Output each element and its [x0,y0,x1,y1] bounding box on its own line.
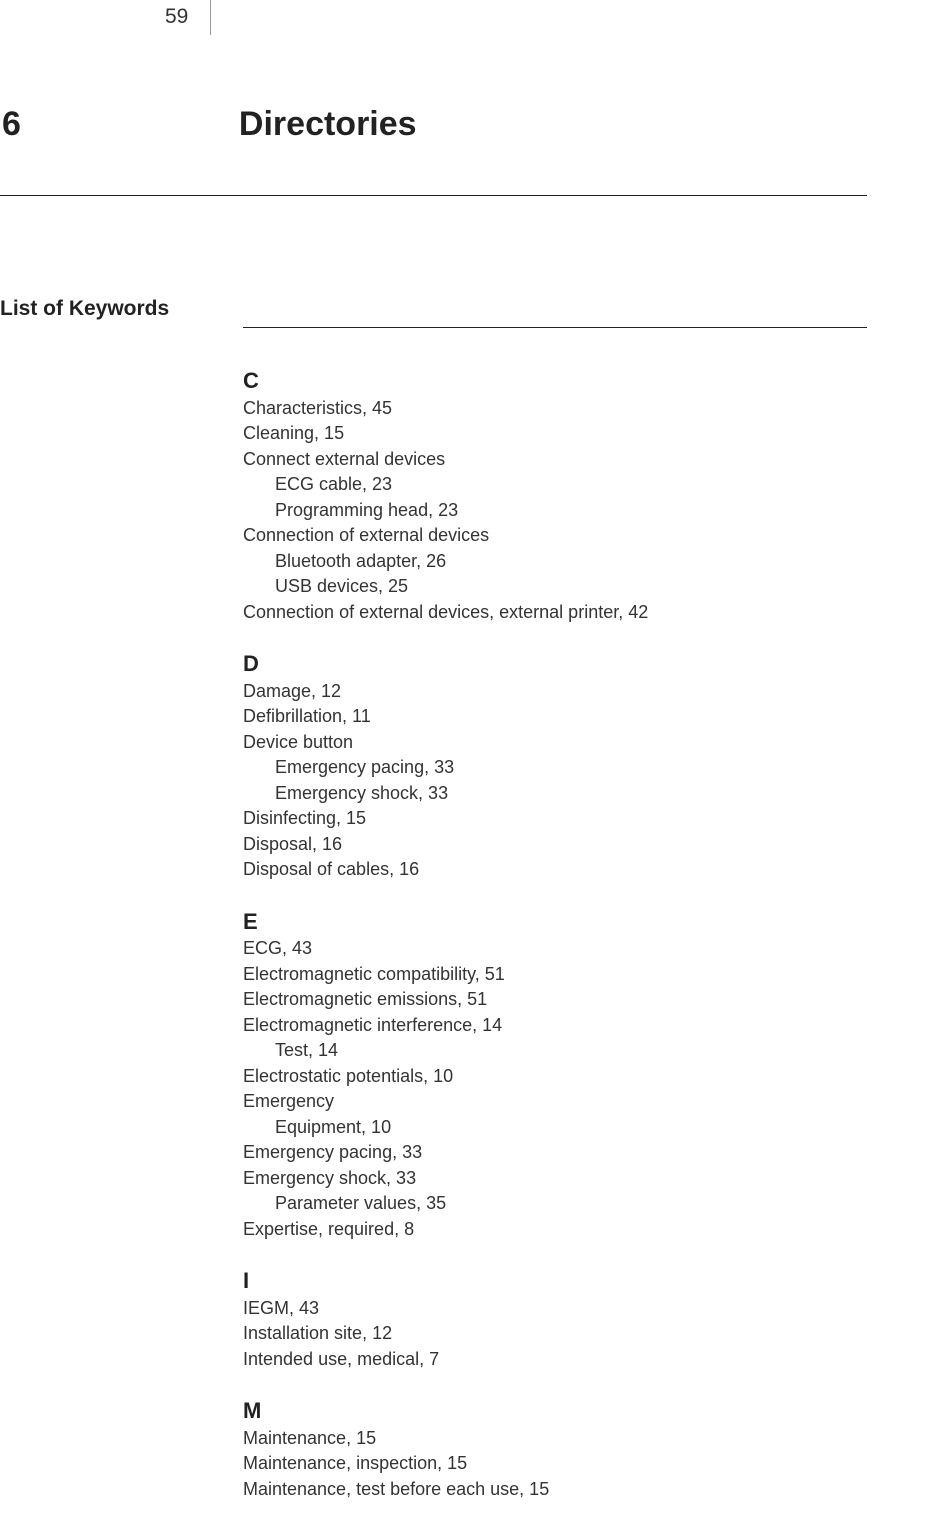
index-entry: Cleaning, 15 [243,421,867,447]
index-letter: D [243,651,867,677]
index-letter: E [243,909,867,935]
index-entry: Defibrillation, 11 [243,704,867,730]
index-entry: Parameter values, 35 [243,1191,867,1217]
chapter-rule [0,195,867,196]
chapter-title: Directories [239,105,417,144]
index-entry: Connection of external devices, external… [243,600,867,626]
index-entry: Electromagnetic interference, 14 [243,1013,867,1039]
header-divider [210,0,211,35]
index-entry: Device button [243,730,867,756]
index-entry: Maintenance, 15 [243,1426,867,1452]
index-entry: ECG cable, 23 [243,472,867,498]
index-entry: Disposal, 16 [243,832,867,858]
section-rule [243,327,867,328]
index-group: MMaintenance, 15Maintenance, inspection,… [243,1398,867,1502]
page-number: 59 [165,5,188,29]
chapter-header: 6 Directories [0,105,947,144]
index-entry: Test, 14 [243,1038,867,1064]
index-entry: Maintenance, test before each use, 15 [243,1477,867,1503]
index-entry: Connect external devices [243,447,867,473]
index-entry: Connection of external devices [243,523,867,549]
index-letter: C [243,368,867,394]
index-entry: Emergency pacing, 33 [243,1140,867,1166]
index-body: CCharacteristics, 45Cleaning, 15Connect … [243,368,867,1528]
section-title: List of Keywords [0,297,169,321]
index-letter: M [243,1398,867,1424]
index-entry: Bluetooth adapter, 26 [243,549,867,575]
index-entry: Electromagnetic compatibility, 51 [243,962,867,988]
index-entry: Emergency shock, 33 [243,781,867,807]
index-entry: Damage, 12 [243,679,867,705]
index-entry: IEGM, 43 [243,1296,867,1322]
index-letter: I [243,1268,867,1294]
index-entry: ECG, 43 [243,936,867,962]
index-group: EECG, 43Electromagnetic compatibility, 5… [243,909,867,1243]
index-entry: Equipment, 10 [243,1115,867,1141]
index-entry: Disposal of cables, 16 [243,857,867,883]
chapter-number: 6 [2,105,21,144]
index-entry: USB devices, 25 [243,574,867,600]
index-entry: Emergency pacing, 33 [243,755,867,781]
index-entry: Intended use, medical, 7 [243,1347,867,1373]
index-group: IIEGM, 43Installation site, 12Intended u… [243,1268,867,1372]
index-entry: Electrostatic potentials, 10 [243,1064,867,1090]
index-entry: Disinfecting, 15 [243,806,867,832]
index-entry: Emergency [243,1089,867,1115]
index-entry: Electromagnetic emissions, 51 [243,987,867,1013]
index-group: DDamage, 12Defibrillation, 11Device butt… [243,651,867,883]
index-entry: Maintenance, inspection, 15 [243,1451,867,1477]
index-entry: Expertise, required, 8 [243,1217,867,1243]
index-entry: Characteristics, 45 [243,396,867,422]
index-group: CCharacteristics, 45Cleaning, 15Connect … [243,368,867,625]
index-entry: Installation site, 12 [243,1321,867,1347]
index-entry: Emergency shock, 33 [243,1166,867,1192]
index-entry: Programming head, 23 [243,498,867,524]
